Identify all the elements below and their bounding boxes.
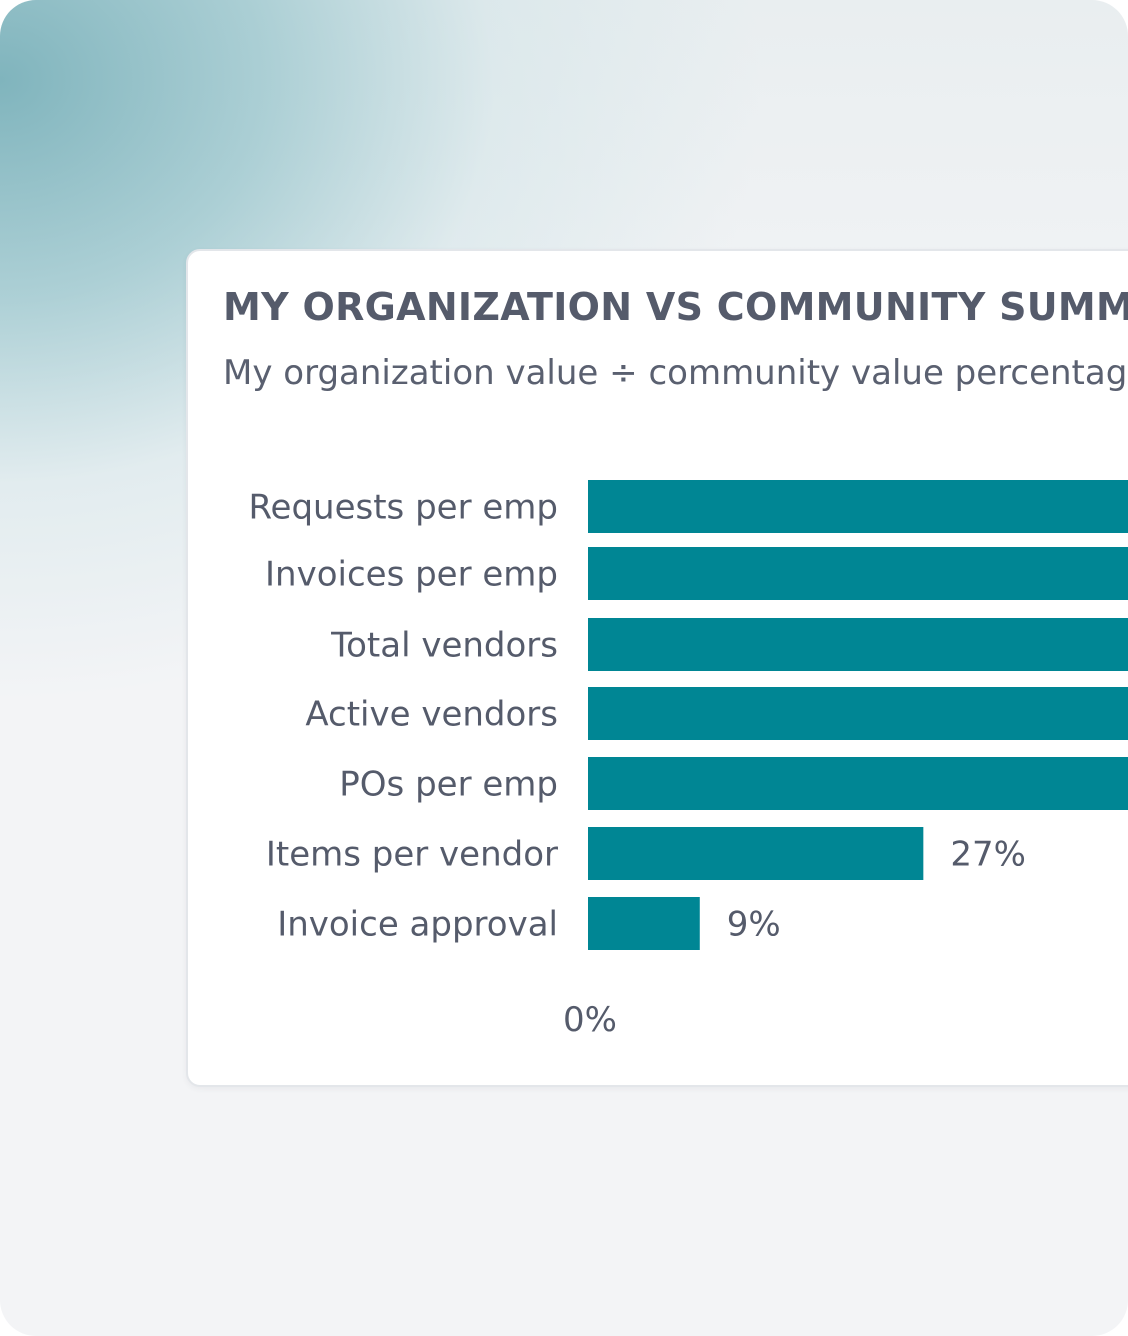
category-label: Requests per emp	[248, 488, 558, 528]
category-label: Invoice approval	[277, 905, 558, 945]
chart-title: MY ORGANIZATION VS COMMUNITY SUMMAR	[223, 285, 1128, 329]
bar	[588, 687, 1128, 740]
bar	[588, 897, 700, 950]
value-label: 9%	[727, 905, 781, 945]
bar-chart: Requests per emp Invoices per emp Total ve…	[248, 480, 1128, 1040]
category-label: Invoices per emp	[265, 555, 558, 595]
bar	[588, 547, 1128, 600]
value-label: 27%	[950, 835, 1026, 875]
category-label: Items per vendor	[266, 835, 558, 875]
chart-subtitle: My organization value ÷ community value …	[223, 353, 1128, 393]
category-label: Total vendors	[330, 626, 558, 666]
bar	[588, 827, 924, 880]
chart-card: MY ORGANIZATION VS COMMUNITY SUMMAR My o…	[186, 249, 1128, 1087]
bar	[588, 480, 1128, 533]
category-label: Active vendors	[305, 695, 558, 735]
bar	[588, 757, 1128, 810]
bar	[588, 618, 1128, 671]
category-label: POs per emp	[339, 765, 558, 805]
x-tick-label: 0%	[563, 1000, 617, 1040]
